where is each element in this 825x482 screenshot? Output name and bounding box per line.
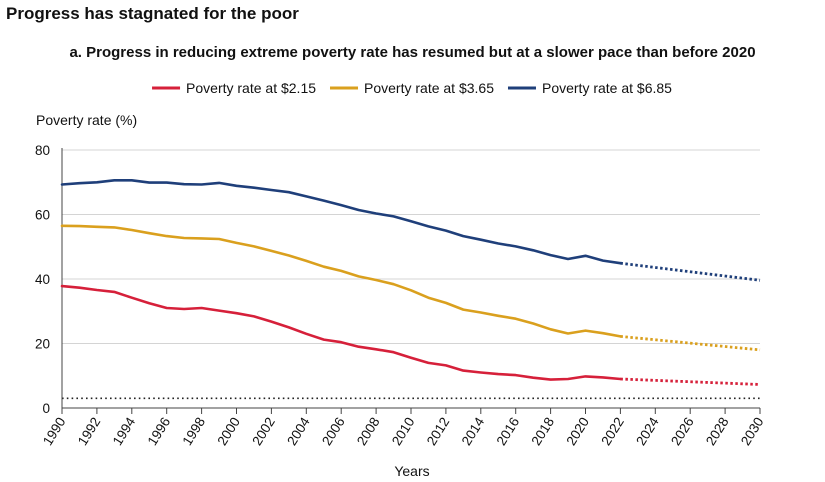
y-tick-label: 20 [35, 337, 50, 352]
x-tick-label: 2006 [319, 415, 348, 448]
x-tick-label: 2014 [459, 414, 488, 448]
legend: Poverty rate at $2.15 Poverty rate at $3.… [152, 80, 672, 96]
x-tick-label: 2020 [563, 415, 592, 448]
projection-line [620, 335, 761, 352]
x-tick-label: 2016 [494, 415, 523, 448]
x-tick-label: 1996 [145, 415, 174, 448]
legend-label: Poverty rate at $6.85 [542, 80, 672, 96]
y-tick-label: 40 [35, 272, 50, 287]
x-tick-label: 2022 [598, 415, 627, 448]
x-tick-label: 1998 [180, 415, 209, 448]
chart-title: Progress has stagnated for the poor [6, 4, 299, 23]
series-line [60, 179, 622, 265]
x-tick-label: 2030 [738, 415, 767, 448]
x-tick-label: 2028 [703, 415, 732, 448]
y-tick-label: 80 [35, 143, 50, 158]
y-tick-label: 0 [42, 401, 50, 416]
x-tick-label: 2004 [284, 414, 313, 448]
x-tick-label: 2008 [354, 415, 383, 448]
series-line [60, 224, 622, 338]
x-tick-label: 2010 [389, 415, 418, 448]
x-tick-label: 2012 [424, 415, 453, 448]
x-tick-label: 2002 [249, 415, 278, 448]
y-tick-label: 60 [35, 208, 50, 223]
x-tick-label: 2026 [668, 415, 697, 448]
x-tick-label: 2024 [633, 414, 662, 448]
projection-line [620, 377, 761, 386]
y-axis-title: Poverty rate (%) [36, 112, 137, 128]
x-tick-label: 1994 [110, 414, 139, 448]
x-axis-title: Years [394, 463, 429, 479]
projection-line [620, 261, 761, 282]
x-tick-label: 1990 [40, 415, 69, 448]
legend-label: Poverty rate at $3.65 [364, 80, 494, 96]
x-tick-label: 2018 [529, 415, 558, 448]
series-line [60, 284, 622, 381]
series-lines [60, 179, 761, 386]
x-tick-label: 1992 [75, 415, 104, 448]
legend-label: Poverty rate at $2.15 [186, 80, 316, 96]
chart-subtitle: a. Progress in reducing extreme poverty … [69, 44, 756, 61]
x-tick-label: 2000 [214, 415, 243, 448]
grid-lines [62, 149, 760, 400]
